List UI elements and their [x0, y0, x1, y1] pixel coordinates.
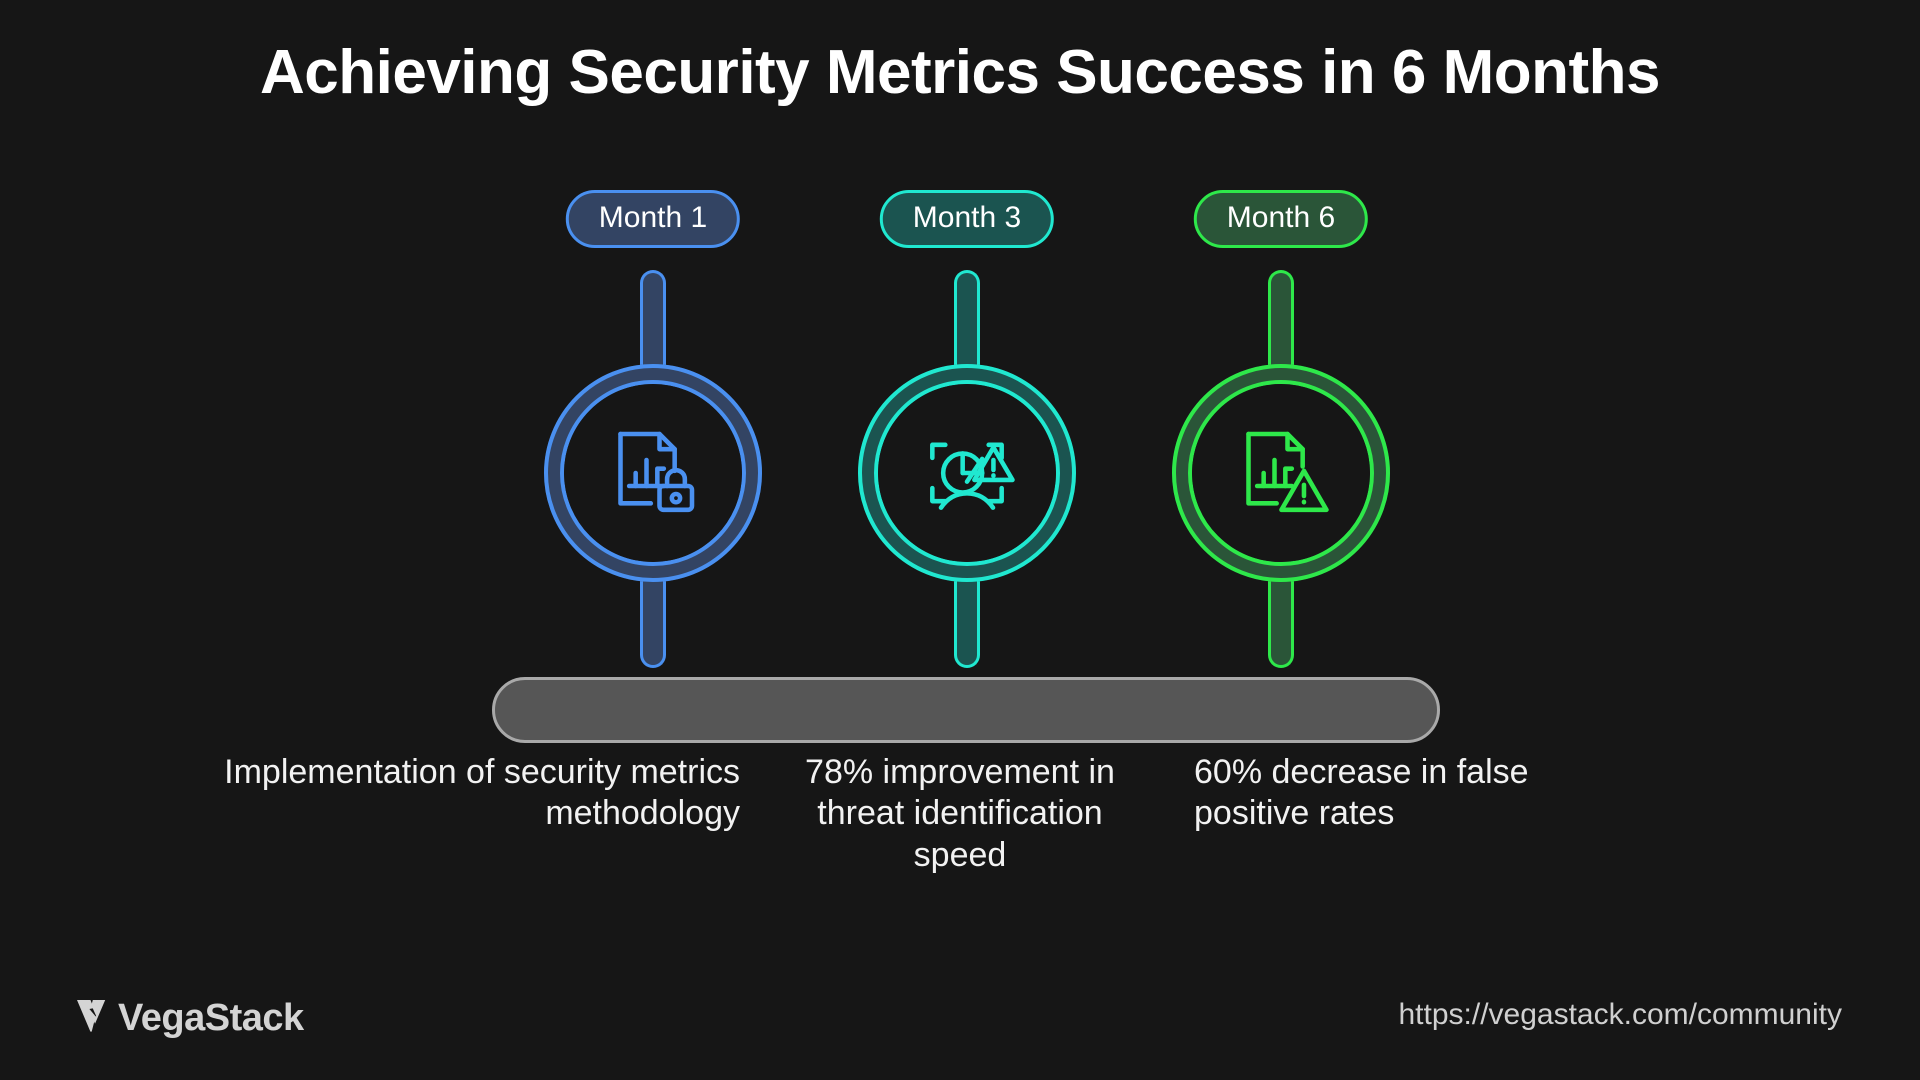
timeline-rail [492, 677, 1440, 743]
brand-logo-text: VegaStack [118, 997, 304, 1039]
milestone-badge-month-6[interactable]: Month 6 [1193, 190, 1369, 248]
footer-url[interactable]: https://vegastack.com/community [1398, 998, 1843, 1031]
milestone-badge-month-3[interactable]: Month 3 [879, 190, 1055, 248]
milestone-caption-month-1: Implementation of security metrics metho… [224, 753, 740, 833]
document-chart-lock-icon [601, 421, 705, 525]
milestone-icon-wrap-month-1 [564, 384, 742, 562]
milestone-caption-month-6: 60% decrease in false positive rates [1194, 753, 1529, 833]
milestone-icon-wrap-month-3 [878, 384, 1056, 562]
page-title: Achieving Security Metrics Success in 6 … [259, 38, 1661, 107]
document-chart-warning-icon [1229, 421, 1333, 525]
caption-row: Implementation of security metrics metho… [0, 752, 1920, 972]
milestone-node-month-6[interactable]: Month 6 [1131, 190, 1431, 740]
vegastack-bolt-logo-icon [76, 999, 116, 1038]
milestone-icon-wrap-month-6 [1192, 384, 1370, 562]
milestone-node-month-1[interactable]: Month 1 [503, 190, 803, 740]
milestone-node-month-3[interactable]: Month 3 [817, 190, 1117, 740]
milestone-badge-month-1[interactable]: Month 1 [565, 190, 741, 248]
threat-scan-alert-icon [915, 421, 1019, 525]
timeline-diagram: Month 1 [0, 190, 1920, 743]
milestone-caption-month-3: 78% improvement in threat identification… [805, 753, 1115, 874]
brand-logo: VegaStack [76, 997, 304, 1040]
